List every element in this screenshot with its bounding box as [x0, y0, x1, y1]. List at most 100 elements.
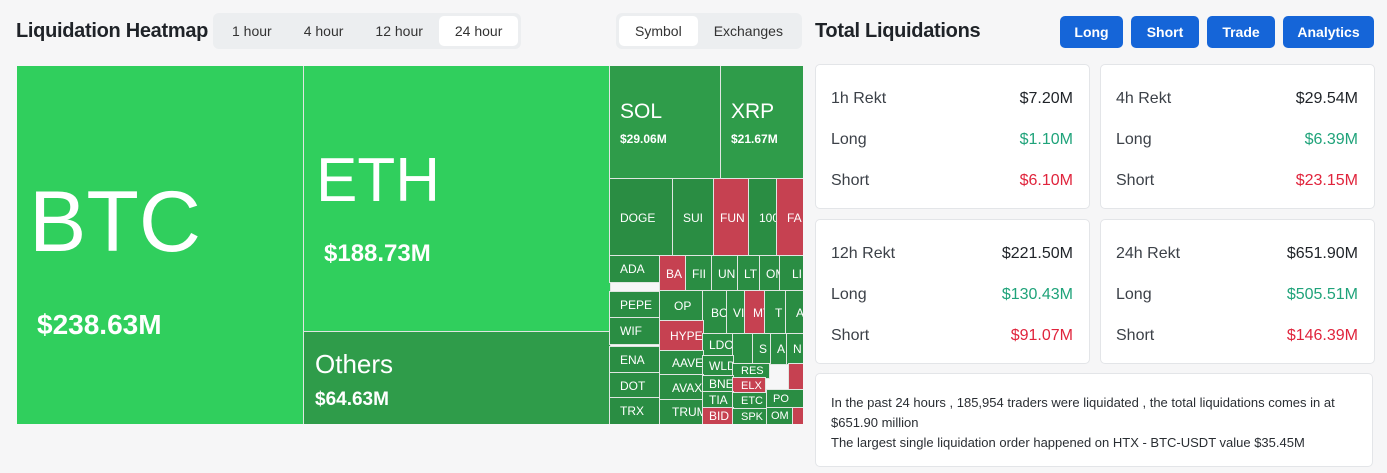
- tile-fa[interactable]: FA: [776, 178, 803, 257]
- rekt-card-12h: 12h Rekt $221.50M Long $130.43M Short $91.0…: [815, 219, 1090, 364]
- trade-button[interactable]: Trade: [1207, 16, 1275, 48]
- tile-ldo[interactable]: LDO: [702, 333, 734, 357]
- analytics-button[interactable]: Analytics: [1283, 16, 1374, 48]
- tab-12-hour[interactable]: 12 hour: [375, 23, 423, 39]
- tile-sol[interactable]: SOL $29.06M: [609, 66, 722, 180]
- long-button[interactable]: Long: [1060, 16, 1123, 48]
- tile-symbol: MT: [753, 305, 765, 320]
- tile-symbol: N: [793, 342, 802, 356]
- tile-symbol: A: [796, 305, 803, 320]
- tile-symbol: 100: [759, 210, 777, 225]
- long-label: Long: [1116, 131, 1152, 148]
- long-value: $6.39M: [1304, 131, 1358, 148]
- card-title: 12h Rekt: [831, 245, 896, 262]
- tile-symbol: TRUM: [672, 405, 703, 419]
- tile-un[interactable]: UN: [711, 255, 739, 292]
- tile-op[interactable]: OP: [659, 290, 704, 322]
- tile-red-tiny[interactable]: [792, 407, 803, 424]
- tile-a2[interactable]: A: [770, 333, 788, 365]
- tile-trump[interactable]: TRUM: [659, 399, 704, 424]
- tile-ada[interactable]: ADA: [609, 255, 661, 283]
- liquidation-summary: In the past 24 hours , 185,954 traders w…: [815, 373, 1373, 467]
- tile-bc[interactable]: BC: [702, 290, 728, 335]
- tile-others[interactable]: Others $64.63M: [303, 331, 611, 424]
- tile-100[interactable]: 100: [748, 178, 778, 257]
- tile-ena[interactable]: ENA: [609, 346, 661, 374]
- tile-dot[interactable]: DOT: [609, 372, 661, 400]
- tile-spk[interactable]: SPK: [732, 408, 768, 424]
- tile-avax[interactable]: AVAX: [659, 374, 704, 401]
- tile-symbol: DOGE: [620, 210, 656, 225]
- tile-symbol: AAVE: [672, 356, 703, 370]
- heatmap-title: Liquidation Heatmap: [16, 20, 209, 42]
- tile-btc[interactable]: BTC $238.63M: [17, 66, 305, 424]
- tile-doge[interactable]: DOGE: [609, 178, 674, 257]
- tile-res[interactable]: RES: [732, 363, 770, 379]
- card-title: 1h Rekt: [831, 90, 887, 107]
- tile-pepe[interactable]: PEPE: [609, 291, 661, 319]
- tile-ba[interactable]: BA: [659, 255, 687, 292]
- tile-symbol: PO: [773, 393, 789, 405]
- long-value: $130.43M: [1001, 286, 1073, 303]
- tile-om2[interactable]: OM: [766, 407, 794, 424]
- tile-mt[interactable]: MT: [744, 290, 766, 335]
- tile-symbol: A: [777, 342, 786, 356]
- tile-li[interactable]: LI: [779, 255, 803, 292]
- tile-symbol: DOT: [620, 379, 646, 393]
- tile-symbol: Others: [315, 349, 394, 379]
- tile-s[interactable]: S: [752, 333, 772, 365]
- tile-red-small[interactable]: [788, 363, 803, 391]
- card-title: 4h Rekt: [1116, 90, 1172, 107]
- tab-symbol[interactable]: Symbol: [619, 16, 698, 46]
- long-value: $505.51M: [1286, 286, 1358, 303]
- tile-symbol: LDO: [709, 338, 733, 352]
- tab-24-hour[interactable]: 24 hour: [438, 16, 519, 46]
- rekt-card-24h: 24h Rekt $651.90M Long $505.51M Short $146.…: [1100, 219, 1375, 364]
- short-label: Short: [831, 172, 870, 189]
- tile-xrp[interactable]: XRP $21.67M: [720, 66, 803, 180]
- tile-symbol: FUN: [720, 210, 745, 225]
- tile-tia[interactable]: TIA: [702, 391, 734, 409]
- tile-bid[interactable]: BID: [702, 407, 734, 424]
- tile-om[interactable]: OM: [759, 255, 781, 292]
- tile-symbol: SPK: [741, 410, 764, 423]
- tile-wld[interactable]: WLD: [702, 355, 734, 377]
- short-label: Short: [831, 327, 870, 344]
- tile-symbol: TIA: [709, 393, 728, 407]
- tile-hype[interactable]: HYPE: [659, 320, 704, 352]
- tile-t[interactable]: T: [764, 290, 787, 335]
- tile-bne[interactable]: BNE: [702, 375, 734, 393]
- timeframe-selector: 1 hour 4 hour 12 hour 24 hour: [213, 13, 522, 49]
- long-label: Long: [831, 131, 867, 148]
- tile-wif[interactable]: WIF: [609, 317, 661, 345]
- tile-symbol: XRP: [731, 100, 775, 123]
- tile-vi[interactable]: VI: [726, 290, 746, 335]
- tile-fun[interactable]: FUN: [713, 178, 750, 257]
- short-value: $23.15M: [1295, 172, 1358, 189]
- tile-sui[interactable]: SUI: [672, 178, 715, 257]
- tab-4-hour[interactable]: 4 hour: [303, 23, 344, 39]
- tile-trx[interactable]: TRX: [609, 397, 661, 424]
- tile-a[interactable]: A: [785, 290, 803, 335]
- tile-eth[interactable]: ETH $188.73M: [303, 66, 611, 333]
- tile-symbol: OM: [766, 266, 780, 281]
- tile-fi[interactable]: FII: [685, 255, 713, 292]
- tile-etc[interactable]: ETC: [732, 392, 768, 410]
- tile-aave[interactable]: AAVE: [659, 350, 704, 376]
- tile-po[interactable]: PO: [766, 389, 803, 409]
- short-button[interactable]: Short: [1131, 16, 1199, 48]
- tile-symbol: S: [759, 342, 768, 356]
- tile-lt[interactable]: LT: [737, 255, 761, 292]
- tile-symbol: RES: [741, 365, 764, 377]
- summary-text: In the past 24 hours , 185,954 traders w…: [831, 395, 1335, 430]
- tile-symbol: WLD: [709, 359, 733, 373]
- tile-symbol: OP: [674, 299, 692, 313]
- tile-symbol: PEPE: [620, 298, 653, 312]
- tile-symbol: BTC: [29, 174, 201, 270]
- tab-1-hour[interactable]: 1 hour: [232, 23, 272, 39]
- tab-exchanges[interactable]: Exchanges: [713, 23, 783, 39]
- tile-elx[interactable]: ELX: [732, 377, 766, 394]
- tile-amount: $188.73M: [324, 240, 431, 267]
- tile-symbol: LI: [792, 266, 803, 281]
- tile-n[interactable]: N: [786, 333, 803, 365]
